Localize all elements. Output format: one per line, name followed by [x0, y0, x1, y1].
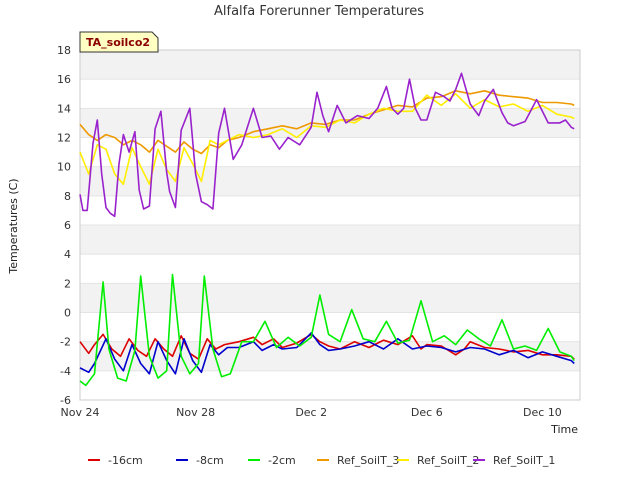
legend-label: -16cm [108, 454, 143, 467]
grid-band [80, 283, 580, 313]
y-tick-label: 10 [57, 161, 71, 174]
legend: -16cm -8cm -2cm Ref_SoilT_3 Ref_SoilT_2 Ref_S… [88, 454, 555, 467]
legend-item: -16cm [88, 454, 143, 467]
y-tick-label: -2 [60, 336, 71, 349]
y-axis-ticks: -6 -4 -2 0 2 4 6 8 10 12 14 16 18 [57, 44, 71, 407]
legend-item: Ref_SoilT_3 [317, 454, 399, 467]
x-axis-label: Time [550, 423, 578, 436]
x-axis-ticks: Nov 24 Nov 28 Dec 2 Dec 6 Dec 10 [61, 406, 562, 419]
x-tick-label: Nov 24 [61, 406, 100, 419]
y-tick-label: 8 [64, 190, 71, 203]
y-tick-label: 6 [64, 219, 71, 232]
y-tick-label: 12 [57, 132, 71, 145]
grid-band [80, 166, 580, 196]
legend-label: Ref_SoilT_3 [337, 454, 399, 467]
y-tick-label: 2 [64, 277, 71, 290]
legend-item: -2cm [248, 454, 296, 467]
series-line-8cm [79, 332, 575, 375]
y-tick-label: 4 [64, 248, 71, 261]
series-line-refsoilt1 [79, 72, 575, 218]
legend-item: Ref_SoilT_1 [473, 454, 555, 467]
x-tick-label: Nov 28 [176, 406, 215, 419]
series-line-refsoilt3 [79, 90, 575, 155]
y-tick-label: 0 [64, 307, 71, 320]
x-tick-label: Dec 10 [523, 406, 562, 419]
legend-item: Ref_SoilT_2 [397, 454, 479, 467]
x-tick-label: Dec 6 [411, 406, 443, 419]
y-tick-label: 14 [57, 102, 71, 115]
station-badge-label: TA_soilco2 [86, 36, 150, 49]
series-layer [79, 72, 575, 387]
plot-background [79, 49, 581, 401]
station-badge-box [79, 31, 159, 53]
legend-label: Ref_SoilT_1 [493, 454, 555, 467]
x-tick-label: Dec 2 [295, 406, 327, 419]
y-tick-label: 18 [57, 44, 71, 57]
y-tick-label: -4 [60, 365, 71, 378]
grid-band [80, 50, 580, 80]
legend-label: Ref_SoilT_2 [417, 454, 479, 467]
y-tick-label: 16 [57, 73, 71, 86]
grid-band [80, 225, 580, 255]
series-line-2cm [79, 273, 575, 387]
y-axis-label: Temperatures (C) [7, 178, 20, 274]
station-badge: TA_soilco2 [79, 31, 159, 53]
plot-frame [79, 49, 581, 401]
legend-label: -2cm [268, 454, 296, 467]
legend-item: -8cm [176, 454, 224, 467]
series-line-refsoilt2 [79, 93, 575, 185]
y-tick-label: -6 [60, 394, 71, 407]
chart-title: Alfalfa Forerunner Temperatures [214, 4, 424, 19]
legend-label: -8cm [196, 454, 224, 467]
